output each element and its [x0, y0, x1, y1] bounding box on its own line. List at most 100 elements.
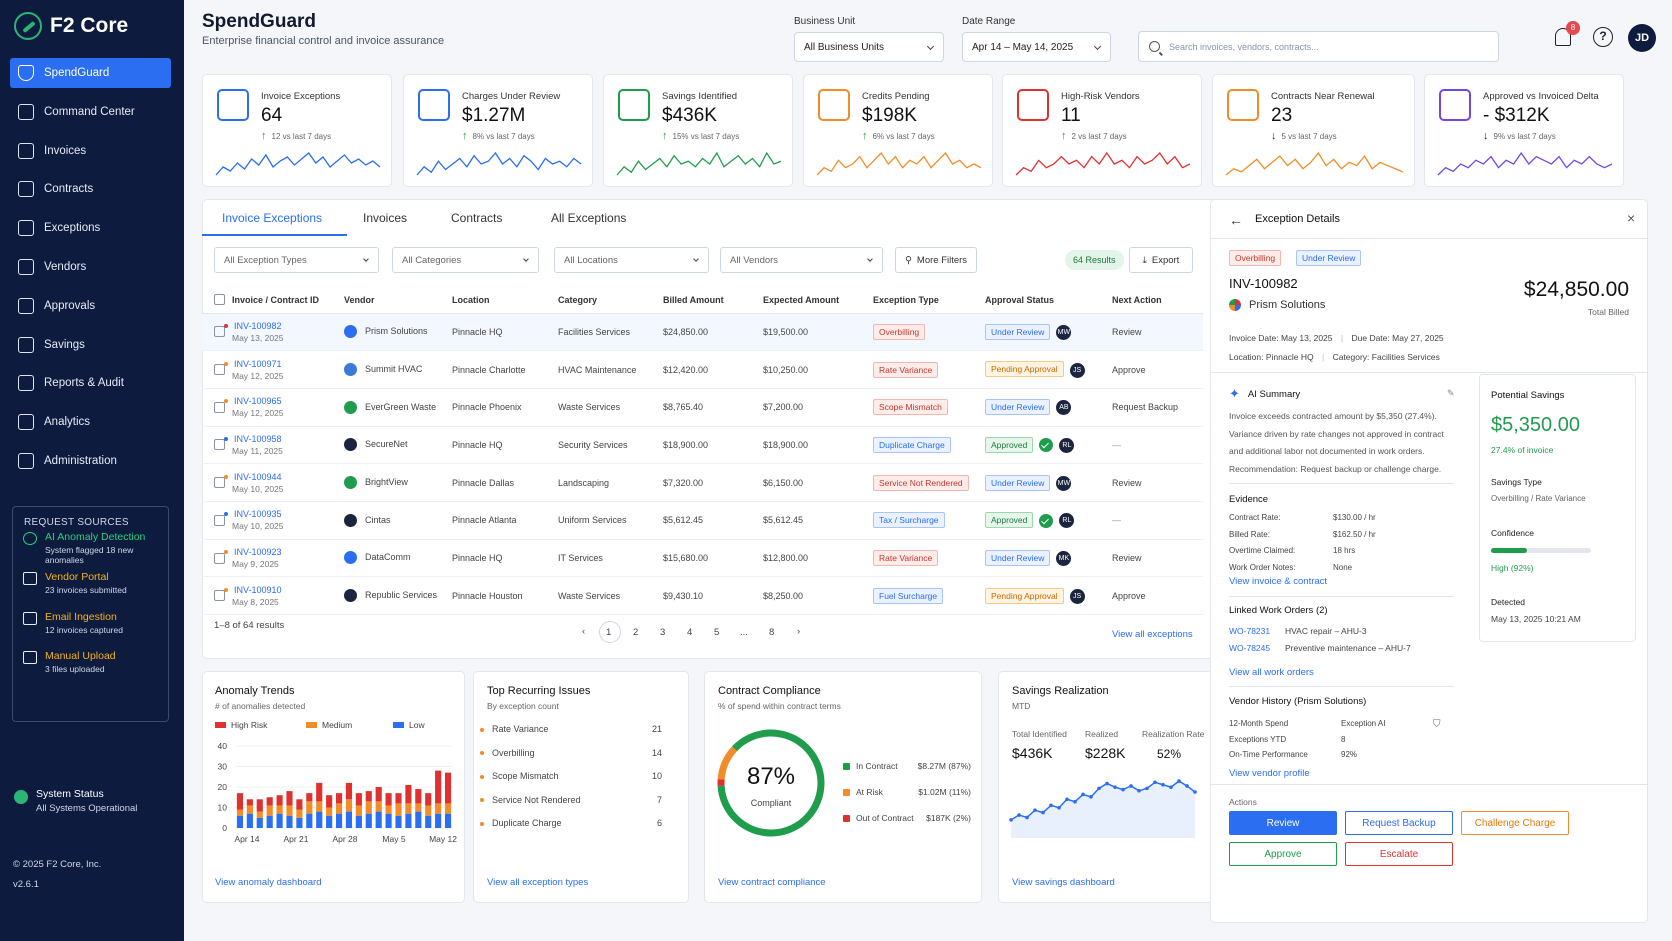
sidebar-item-approvals[interactable]: Approvals	[10, 291, 171, 321]
edit-icon[interactable]: ✎	[1447, 388, 1455, 398]
next-action-link[interactable]: Review	[1112, 539, 1203, 578]
kpi-card[interactable]: Approved vs Invoiced Delta - $312K ↓ 9% vs …	[1424, 74, 1624, 187]
pagination-page[interactable]: 2	[633, 627, 639, 638]
filter-select[interactable]: All Exception Types	[214, 247, 379, 273]
sidebar-item-contracts[interactable]: Contracts	[10, 174, 171, 204]
issue-row[interactable]: Overbilling 14	[480, 748, 662, 758]
issue-row[interactable]: Service Not Rendered 7	[480, 795, 662, 805]
sidebar-item-command-center[interactable]: Command Center	[10, 97, 171, 127]
back-arrow-icon[interactable]: ←	[1229, 212, 1243, 228]
invoice-id-link[interactable]: INV-100910	[234, 584, 282, 595]
search-input[interactable]: Search invoices, vendors, contracts...	[1138, 31, 1499, 62]
date-range-select[interactable]: Apr 14 – May 14, 2025	[962, 32, 1111, 62]
invoice-id-link[interactable]: INV-100965	[234, 396, 282, 407]
invoice-id-link[interactable]: INV-100935	[234, 509, 282, 520]
pagination-prev-icon[interactable]: ‹	[582, 626, 586, 637]
kpi-card[interactable]: High-Risk Vendors 11 ↑ 2 vs last 7 days	[1002, 74, 1202, 187]
pagination-page[interactable]: 8	[769, 627, 775, 638]
table-row[interactable]: INV-100965 May 12, 2025 EverGreen Waste Pin…	[202, 388, 1203, 427]
help-icon[interactable]: ?	[1593, 27, 1613, 47]
tab-all-exceptions[interactable]: All Exceptions	[551, 211, 627, 225]
sidebar-item-savings[interactable]: Savings	[10, 330, 171, 360]
pagination-next-icon[interactable]: ›	[797, 626, 801, 637]
next-action-link[interactable]: Approve	[1112, 350, 1203, 389]
view-work-orders-link[interactable]: View all work orders	[1229, 667, 1314, 678]
pagination-page[interactable]: 1	[606, 627, 612, 638]
kpi-card[interactable]: Savings Identified $436K ↑ 15% vs last 7 da…	[603, 74, 793, 187]
view-exception-types-link[interactable]: View all exception types	[487, 877, 589, 888]
tab-invoice-exceptions[interactable]: Invoice Exceptions	[222, 211, 323, 225]
next-action-link[interactable]: Review	[1112, 313, 1203, 352]
bell-icon[interactable]	[1555, 28, 1571, 46]
sidebar-item-vendors[interactable]: Vendors	[10, 252, 171, 282]
table-row[interactable]: INV-100958 May 11, 2025 SecureNet Pinnacle …	[202, 426, 1203, 465]
next-action-link[interactable]: Approve	[1112, 576, 1203, 615]
escalate-button[interactable]: Escalate	[1345, 842, 1453, 866]
request-source-item[interactable]: Email Ingestion 12 invoices captured	[23, 611, 163, 635]
view-vendor-profile-link[interactable]: View vendor profile	[1229, 768, 1310, 779]
brand-logo[interactable]: F2 Core	[14, 12, 128, 40]
filter-select[interactable]: All Vendors	[720, 247, 883, 273]
filter-select[interactable]: All Categories	[392, 247, 539, 273]
next-action-link[interactable]: Review	[1112, 463, 1203, 502]
row-checkbox[interactable]	[214, 326, 225, 338]
request-source-item[interactable]: Manual Upload 3 files uploaded	[23, 650, 163, 674]
table-row[interactable]: INV-100935 May 10, 2025 Cintas Pinnacle Atl…	[202, 501, 1203, 540]
view-invoice-contract-link[interactable]: View invoice & contract	[1229, 576, 1328, 587]
export-button[interactable]: ⤓ Export	[1129, 247, 1193, 273]
sidebar-item-spendguard[interactable]: SpendGuard	[10, 58, 171, 88]
kpi-card[interactable]: Invoice Exceptions 64 ↑ 12 vs last 7 days	[202, 74, 392, 187]
filter-select[interactable]: All Locations	[554, 247, 709, 273]
challenge-charge-button[interactable]: Challenge Charge	[1461, 811, 1569, 835]
view-contract-compliance-link[interactable]: View contract compliance	[718, 877, 826, 888]
more-filters-button[interactable]: ⚲ More Filters	[895, 247, 977, 273]
row-checkbox[interactable]	[214, 439, 225, 451]
view-savings-dashboard-link[interactable]: View savings dashboard	[1012, 877, 1115, 888]
row-checkbox[interactable]	[214, 514, 225, 526]
table-row[interactable]: INV-100923 May 9, 2025 DataComm Pinnacle HQ…	[202, 539, 1203, 578]
work-order-link[interactable]: WO-78245	[1229, 643, 1271, 653]
invoice-id-link[interactable]: INV-100958	[234, 433, 282, 444]
request-source-item[interactable]: Vendor Portal 23 invoices submitted	[23, 571, 163, 595]
issue-row[interactable]: Scope Mismatch 10	[480, 771, 662, 781]
request-source-item[interactable]: AI Anomaly Detection System flagged 18 ne…	[23, 531, 163, 565]
pagination-page[interactable]: 4	[687, 627, 693, 638]
row-checkbox[interactable]	[214, 590, 225, 602]
invoice-id-link[interactable]: INV-100982	[234, 320, 282, 331]
invoice-id-link[interactable]: INV-100944	[234, 471, 282, 482]
business-unit-select[interactable]: All Business Units	[794, 32, 944, 62]
issue-row[interactable]: Duplicate Charge 6	[480, 818, 662, 828]
pagination-page[interactable]: 5	[714, 627, 720, 638]
work-order-link[interactable]: WO-78231	[1229, 626, 1271, 636]
tab-contracts[interactable]: Contracts	[451, 211, 503, 225]
approve-button[interactable]: Approve	[1229, 842, 1337, 866]
sidebar-item-analytics[interactable]: Analytics	[10, 407, 171, 437]
close-icon[interactable]: ×	[1627, 210, 1636, 226]
sidebar-item-exceptions[interactable]: Exceptions	[10, 213, 171, 243]
view-all-exceptions-link[interactable]: View all exceptions	[1112, 629, 1193, 640]
kpi-card[interactable]: Credits Pending $198K ↑ 6% vs last 7 days	[803, 74, 993, 187]
sidebar-item-administration[interactable]: Administration	[10, 446, 171, 476]
table-row[interactable]: INV-100982 May 13, 2025 Prism Solutions Pin…	[202, 313, 1203, 352]
issue-row[interactable]: Rate Variance 21	[480, 724, 662, 734]
review-button[interactable]: Review	[1229, 811, 1337, 835]
next-action-link[interactable]: Request Backup	[1112, 388, 1203, 427]
row-checkbox[interactable]	[214, 552, 225, 564]
select-all-checkbox[interactable]	[214, 294, 225, 306]
table-row[interactable]: INV-100971 May 12, 2025 Summit HVAC Pinnacl…	[202, 350, 1203, 389]
view-anomaly-dashboard-link[interactable]: View anomaly dashboard	[215, 877, 322, 888]
row-checkbox[interactable]	[214, 364, 225, 376]
row-checkbox[interactable]	[214, 477, 225, 489]
kpi-card[interactable]: Contracts Near Renewal 23 ↓ 5 vs last 7 day…	[1212, 74, 1415, 187]
sidebar-item-reports-audit[interactable]: Reports & Audit	[10, 368, 171, 398]
sidebar-item-invoices[interactable]: Invoices	[10, 136, 171, 166]
request-backup-button[interactable]: Request Backup	[1345, 811, 1453, 835]
invoice-id-link[interactable]: INV-100923	[234, 546, 282, 557]
table-row[interactable]: INV-100944 May 10, 2025 BrightView Pinnacle…	[202, 463, 1203, 502]
table-row[interactable]: INV-100910 May 8, 2025 Republic Services Pi…	[202, 576, 1203, 615]
pagination-page[interactable]: ...	[740, 627, 748, 638]
tab-invoices[interactable]: Invoices	[363, 211, 408, 225]
kpi-card[interactable]: Charges Under Review $1.27M ↑ 8% vs last 7 …	[403, 74, 593, 187]
pagination-page[interactable]: 3	[660, 627, 666, 638]
avatar[interactable]: JD	[1628, 24, 1656, 52]
